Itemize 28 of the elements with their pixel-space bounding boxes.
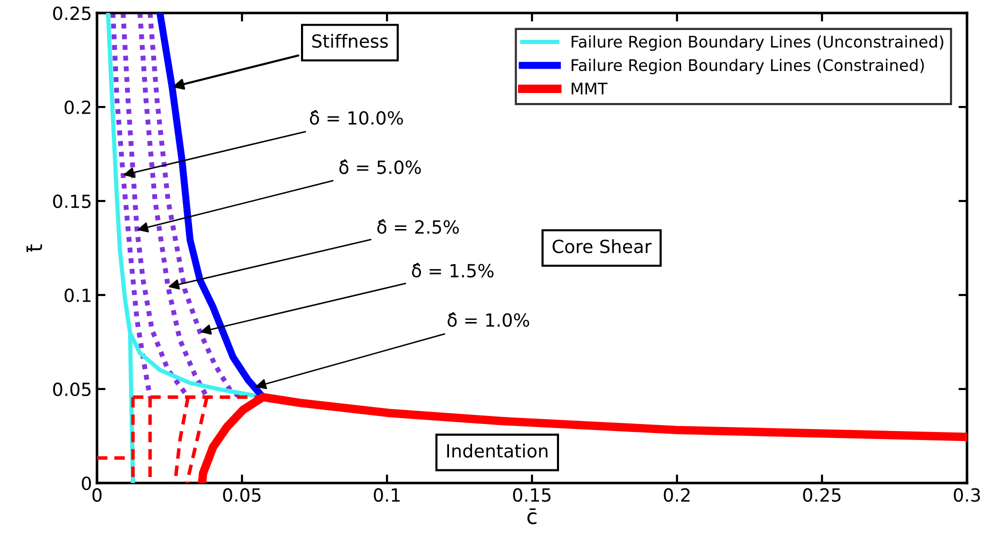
x-axis-title: c̄: [527, 508, 536, 524]
y-tick-label: 0.15: [53, 194, 91, 208]
annotation: δ̂ = 1.5%: [412, 262, 494, 278]
y-tick-label: 0.05: [53, 382, 91, 396]
legend-label: Failure Region Boundary Lines (Constrained): [572, 58, 924, 74]
y-tick-label: 0.2: [64, 100, 90, 114]
x-tick-label: 0.15: [513, 488, 551, 502]
annotation: δ̂ = 2.5%: [377, 219, 459, 234]
annotation: Core Shear: [552, 239, 652, 254]
x-tick-label: 0.25: [803, 488, 841, 502]
legend-label: MMT: [572, 82, 608, 94]
annotation: δ̂ = 5.0%: [339, 159, 421, 174]
x-tick-label: 0.3: [954, 488, 980, 502]
annotation: Stiffness: [312, 34, 388, 48]
x-tick-label: 0.1: [374, 488, 400, 502]
y-tick-label: 0.1: [64, 288, 90, 302]
legend-label: Failure Region Boundary Lines (Unconstrained): [572, 35, 944, 51]
y-axis-title: t̄: [26, 244, 42, 252]
line-series: [148, 13, 242, 400]
x-tick-label: 0.2: [664, 488, 690, 502]
annotation: δ̂ = 10.0%: [310, 110, 403, 125]
x-tick-label: 0.05: [223, 488, 261, 502]
annotation: δ̂ = 1.0%: [448, 312, 530, 327]
y-tick-label: 0: [82, 476, 91, 490]
annotation: Indentation: [447, 444, 548, 458]
line-series: [110, 13, 152, 400]
y-tick-label: 0.25: [53, 6, 91, 20]
x-tick-label: 0: [92, 488, 102, 502]
